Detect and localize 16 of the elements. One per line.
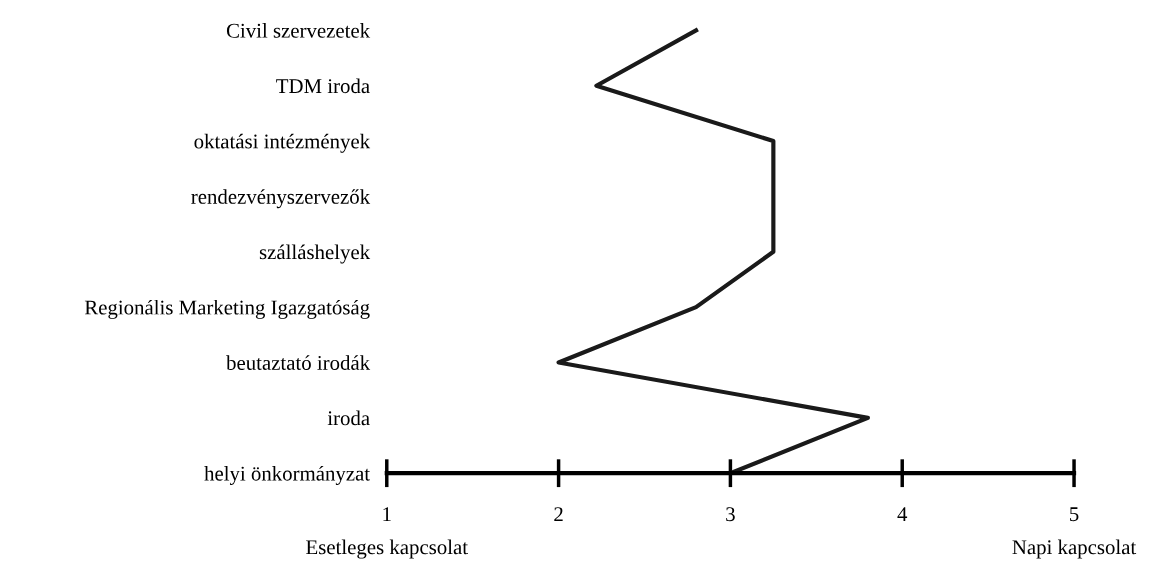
y-tick-label: Civil szervezetek [226,23,371,38]
text: Napi kapcsolat [1012,539,1137,559]
y-tick-label: iroda [327,410,370,426]
y-tick-label: beutaztató irodák [226,355,371,370]
y-tick-label: szálláshelyek [259,244,371,264]
y-tick-label: Regionális Marketing Igazgatóság [84,299,370,319]
text: Esetleges kapcsolat [306,539,468,559]
y-tick-label: rendezvényszervezők [191,189,371,209]
x-tick-label: 2 [554,507,563,521]
x-tick-label: 3 [726,507,735,522]
x-tick-label: 1 [383,507,391,521]
x-tick-label: 5 [1070,507,1079,522]
x-tick-label: 4 [897,507,908,521]
y-tick-label: TDM iroda [276,78,370,94]
y-tick-label: oktatási intézmények [194,133,371,153]
y-tick-label: helyi önkormányzat [204,465,370,485]
